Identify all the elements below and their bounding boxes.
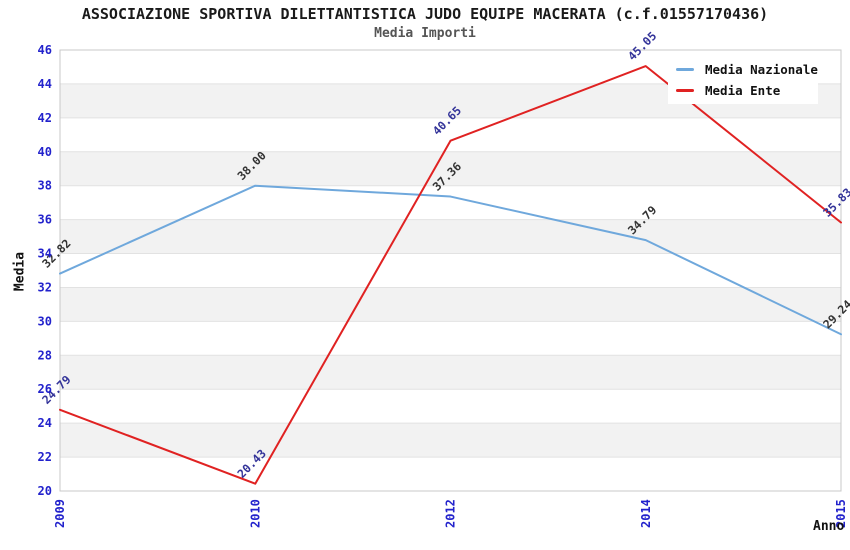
y-tick-label: 26 <box>38 382 52 396</box>
legend: Media Nazionale Media Ente <box>668 55 818 104</box>
plot-border <box>59 49 842 492</box>
plot-band <box>60 219 841 254</box>
x-tick-label: 2009 <box>53 499 67 528</box>
y-tick-label: 32 <box>38 280 52 294</box>
y-tick-label: 42 <box>38 111 52 125</box>
y-tick-label: 36 <box>38 213 52 227</box>
y-tick-label: 34 <box>38 247 52 261</box>
data-label: 35.83 <box>820 185 850 219</box>
legend-label-media-nazionale: Media Nazionale <box>705 62 818 77</box>
legend-label-media-ente: Media Ente <box>705 83 781 98</box>
y-tick-label: 46 <box>38 43 52 57</box>
y-tick-label: 38 <box>38 179 52 193</box>
y-tick-label: 28 <box>38 348 52 362</box>
x-tick-label: 2015 <box>834 499 848 528</box>
plot-band <box>60 287 841 322</box>
plot-band <box>60 151 841 186</box>
y-tick-label: 44 <box>38 77 52 91</box>
series-line-media-ente <box>59 65 842 485</box>
y-axis-title: Media <box>12 251 28 292</box>
x-tick-label: 2010 <box>248 499 262 528</box>
legend-item-media-nazionale: Media Nazionale <box>676 62 818 77</box>
data-label: 45.05 <box>625 29 659 63</box>
y-tick-label: 40 <box>38 145 52 159</box>
x-tick-label: 2012 <box>444 499 458 528</box>
y-tick-label: 20 <box>38 484 52 498</box>
y-tick-label: 24 <box>38 416 52 430</box>
series-line-media-nazionale <box>59 184 842 336</box>
x-axis-title: Anno <box>813 519 845 534</box>
plot-band <box>60 423 841 458</box>
y-tick-label: 22 <box>38 450 52 464</box>
chart-title: ASSOCIAZIONE SPORTIVA DILETTANTISTICA JU… <box>81 5 769 23</box>
x-tick-label: 2014 <box>639 499 653 528</box>
plot-band <box>60 355 841 390</box>
y-tick-label: 30 <box>38 314 52 328</box>
legend-item-media-ente: Media Ente <box>676 83 812 98</box>
legend-swatch-media-nazionale-icon <box>676 68 694 71</box>
legend-swatch-media-ente-icon <box>676 89 694 92</box>
chart-subtitle: Media Importi <box>374 26 476 41</box>
